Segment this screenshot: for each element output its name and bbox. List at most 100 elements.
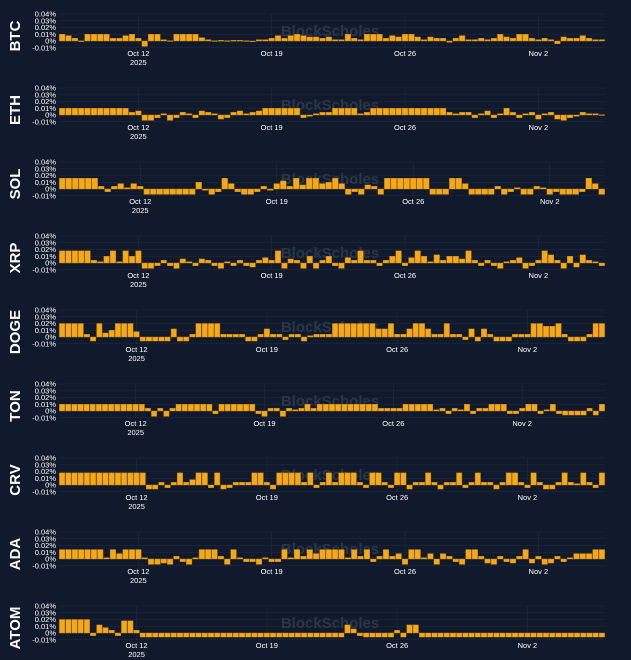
bar (102, 404, 108, 412)
bar (376, 262, 383, 266)
bar (133, 331, 140, 338)
bar (395, 250, 402, 264)
bar (522, 549, 529, 560)
bar (307, 335, 314, 338)
bar (408, 34, 415, 42)
bar (427, 261, 434, 264)
bar (388, 323, 394, 338)
bar (481, 188, 488, 195)
y-tick-label: -0.01% (32, 43, 56, 52)
bar (481, 328, 487, 338)
x-tick-year: 2025 (128, 650, 145, 659)
y-tick-label: 0.03% (35, 534, 57, 543)
bar (522, 113, 529, 116)
y-tick-label: 0.01% (35, 548, 57, 557)
bar (390, 408, 397, 412)
bar (371, 186, 378, 190)
bar (369, 323, 376, 338)
bar (84, 334, 90, 338)
bar (408, 257, 415, 264)
bar (389, 35, 396, 42)
bar (451, 408, 458, 412)
bar (370, 34, 377, 42)
bar (465, 549, 472, 560)
bar (192, 262, 199, 266)
bar (490, 262, 497, 266)
bar (202, 188, 209, 191)
bar (440, 38, 447, 42)
bar (268, 558, 275, 562)
bar (549, 404, 556, 412)
bar (59, 472, 66, 486)
bar (245, 482, 252, 486)
bar (459, 558, 466, 565)
bar (579, 112, 586, 116)
bar (376, 556, 383, 560)
bar (376, 34, 383, 42)
bar (273, 183, 280, 190)
bar (160, 260, 167, 264)
bar (488, 404, 495, 412)
bar (294, 260, 301, 264)
bar (116, 108, 123, 116)
bar (78, 250, 85, 264)
bar (567, 114, 574, 118)
bar (490, 558, 497, 565)
bar (560, 36, 567, 42)
bar (452, 113, 459, 116)
bar (160, 558, 167, 564)
bar (133, 630, 140, 634)
bar (71, 38, 78, 42)
bar (439, 408, 446, 412)
bar (586, 38, 593, 42)
bar (84, 250, 91, 264)
bar (370, 558, 377, 562)
bar (77, 404, 84, 412)
bar (559, 188, 566, 195)
bar (598, 549, 605, 560)
bar (129, 34, 135, 42)
bar (186, 558, 193, 565)
bar (220, 632, 227, 638)
bar (313, 484, 320, 488)
bar (239, 334, 245, 338)
bar (363, 112, 370, 116)
bar (177, 632, 183, 638)
bar (224, 404, 231, 412)
bar (363, 34, 370, 42)
bar (256, 558, 262, 565)
bar (529, 38, 535, 42)
x-tick-label: Nov 2 (529, 271, 549, 280)
bar (406, 624, 413, 634)
bar (527, 188, 534, 195)
bar (555, 482, 562, 486)
bar (179, 34, 186, 42)
bar (251, 336, 258, 342)
bar (312, 177, 319, 190)
y-tick-label: 0.01% (35, 178, 57, 187)
bar (325, 334, 332, 338)
bar (535, 114, 542, 120)
bar (268, 108, 275, 116)
bar (102, 627, 109, 634)
bar (198, 549, 205, 560)
bar (262, 557, 269, 560)
bar (341, 404, 348, 412)
bar (194, 404, 200, 412)
bar (120, 404, 127, 412)
y-tick-label: 0.02% (35, 541, 57, 550)
bar (211, 113, 218, 116)
bar (400, 334, 407, 338)
bar (226, 484, 233, 488)
y-tick-label: 0.01% (35, 252, 57, 261)
bar (77, 323, 84, 338)
bar (288, 632, 295, 638)
bar (586, 632, 593, 638)
bar (382, 549, 389, 560)
bar (440, 553, 447, 560)
bar (59, 323, 66, 338)
bar (135, 38, 142, 42)
bar (288, 334, 295, 338)
bar (509, 558, 516, 564)
bar (471, 260, 478, 264)
